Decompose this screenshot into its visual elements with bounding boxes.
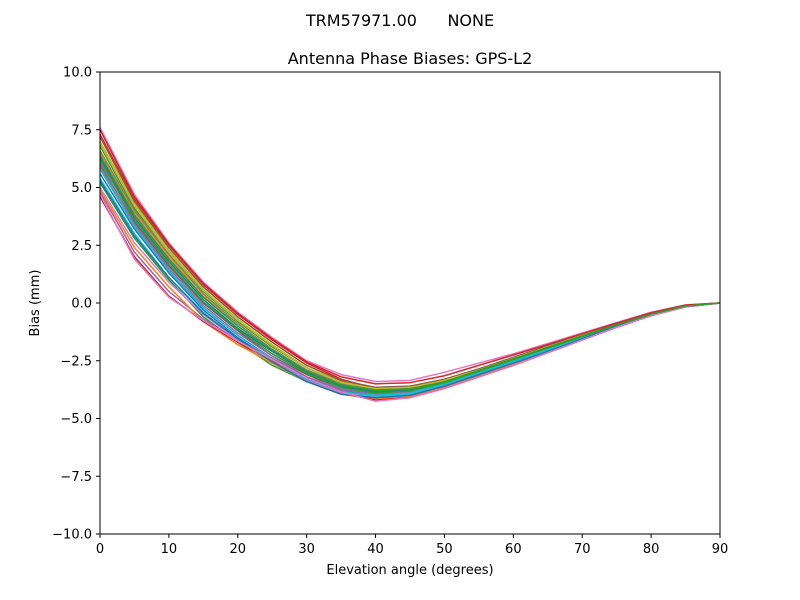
x-tick-label: 60 <box>505 542 522 557</box>
y-tick-label: 5.0 <box>71 181 92 196</box>
x-tick-label: 70 <box>574 542 591 557</box>
x-tick-label: 40 <box>367 542 384 557</box>
x-tick-label: 90 <box>712 542 729 557</box>
x-tick-label: 20 <box>230 542 247 557</box>
x-tick-label: 0 <box>96 542 104 557</box>
y-tick-label: 2.5 <box>71 239 92 254</box>
series-line-23 <box>100 129 720 385</box>
y-tick-label: −10.0 <box>52 528 92 543</box>
series-layer <box>100 127 720 402</box>
y-tick-label: 7.5 <box>71 123 92 138</box>
x-tick-label: 30 <box>298 542 315 557</box>
series-line-21 <box>100 180 720 399</box>
y-axis: −10.0 −7.5 −5.0 −2.5 0.0 2.5 5.0 7.5 10.0 <box>52 66 100 543</box>
series-line-25 <box>100 159 720 394</box>
x-tick-label: 80 <box>643 542 660 557</box>
y-tick-label: −5.0 <box>60 412 92 427</box>
y-tick-label: 10.0 <box>63 66 92 81</box>
y-tick-label: −7.5 <box>60 470 92 485</box>
y-tick-label: 0.0 <box>71 297 92 312</box>
x-tick-label: 10 <box>161 542 178 557</box>
series-line-24 <box>100 194 720 402</box>
x-axis: 0 10 20 30 40 50 60 70 80 90 <box>96 534 728 557</box>
chart-title: Antenna Phase Biases: GPS-L2 <box>288 49 533 68</box>
x-tick-label: 50 <box>436 542 453 557</box>
y-axis-label: Bias (mm) <box>28 270 43 337</box>
x-axis-label: Elevation angle (degrees) <box>326 563 493 578</box>
y-tick-label: −2.5 <box>60 354 92 369</box>
figure-suptitle: TRM57971.00 NONE <box>305 11 494 30</box>
